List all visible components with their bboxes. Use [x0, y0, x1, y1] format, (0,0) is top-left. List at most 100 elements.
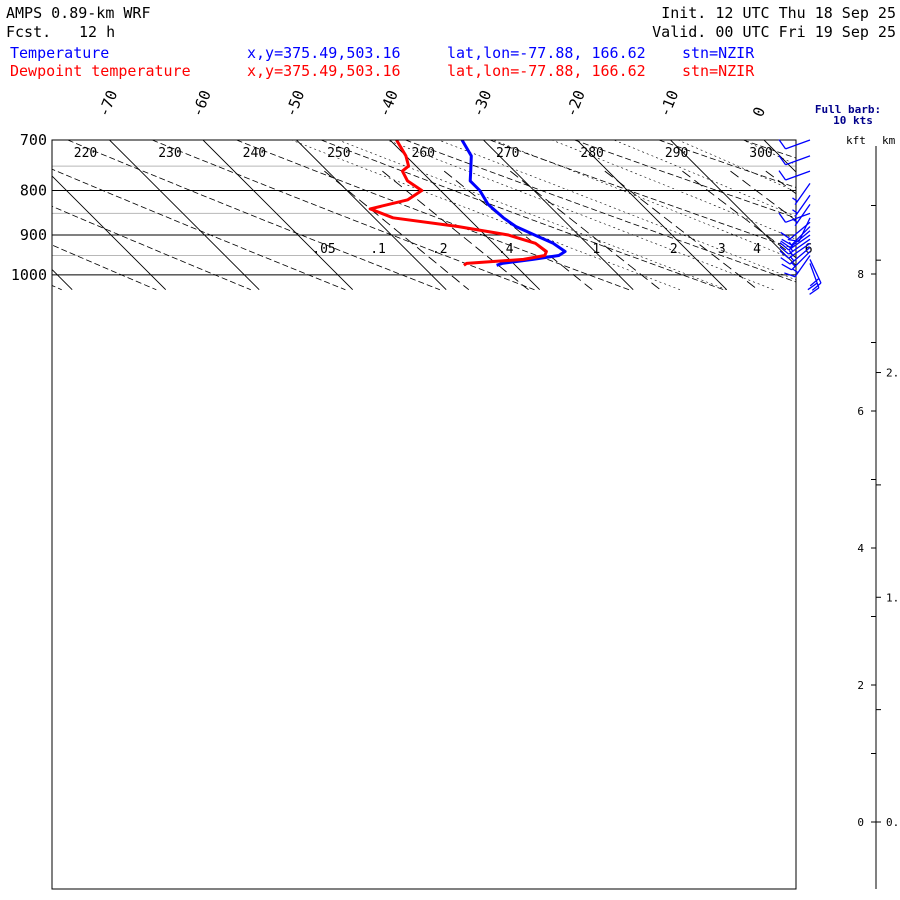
wind-barb-staff — [788, 238, 811, 255]
dry-adiabat-label: 230 — [158, 146, 181, 161]
wind-barb-half — [789, 255, 795, 262]
kft-tick-label: 0 — [857, 816, 864, 829]
kft-tick-label: 8 — [857, 268, 864, 281]
moist-adiabat — [493, 140, 796, 261]
wind-barb-full — [778, 139, 787, 150]
isotherm — [389, 140, 541, 291]
isotherm — [109, 140, 260, 291]
moist-adiabat — [438, 140, 796, 281]
wind-barb — [807, 263, 820, 295]
wind-barb — [779, 238, 811, 255]
moist-adiabat — [807, 140, 900, 290]
dry-adiabat-label: 220 — [74, 146, 97, 161]
isotherm — [296, 140, 447, 291]
wind-barb-staff — [798, 217, 811, 242]
moist-adiabat — [613, 140, 796, 217]
dry-adiabat — [152, 140, 535, 291]
wind-barb-full — [811, 282, 822, 291]
wind-barb — [781, 251, 811, 271]
wind-barb-full — [780, 231, 791, 240]
moist-adiabat — [551, 140, 796, 240]
wind-barb-half — [792, 197, 798, 202]
wind-barb-full — [779, 246, 790, 255]
mixing-ratio-label: .1 — [370, 242, 386, 257]
valid-time: Valid. 00 UTC Fri 19 Sep 25 — [652, 23, 896, 41]
dewpoint-profile — [368, 140, 548, 267]
dry-adiabat — [52, 205, 251, 291]
diagram-labels: .05 .1 .2 .4 1 2 3 4 6 220 230 240 250 260 270 280 290 30… — [11, 88, 813, 284]
isotherm — [763, 140, 796, 173]
km-tick-label: 1. — [886, 591, 899, 604]
kft-label: kft — [846, 134, 866, 147]
wind-barb — [780, 221, 811, 240]
dry-adiabat — [52, 168, 346, 291]
temperature-legend-xy: x,y=375.49,503.16 — [247, 44, 401, 62]
moist-adiabat — [386, 140, 774, 290]
temperature-axis-label: -30 — [469, 88, 496, 120]
dry-adiabat — [489, 140, 796, 250]
wind-barb-staff — [791, 226, 811, 246]
dry-adiabat-label: 260 — [412, 146, 435, 161]
wind-barb-full — [778, 155, 787, 166]
mixing-ratio-line — [324, 170, 470, 291]
forecast-label: Fcst. — [6, 23, 52, 41]
wind-barb-half — [788, 250, 794, 256]
wind-barb — [792, 194, 811, 217]
dry-adiabat-label: 250 — [327, 146, 350, 161]
sounding-profiles — [368, 140, 567, 267]
barb-legend-line1: Full barb: — [815, 103, 881, 116]
wind-barb — [778, 155, 811, 166]
temperature-axis-label: -60 — [188, 88, 215, 120]
wind-barb-full — [781, 263, 792, 271]
model-title: AMPS 0.89-km WRF — [6, 4, 151, 22]
dry-adiabat-label: 280 — [580, 146, 603, 161]
isotherm — [483, 140, 634, 291]
dry-adiabat — [320, 140, 724, 291]
wind-barb-full — [778, 170, 787, 181]
wind-barb-full — [779, 242, 790, 251]
temperature-axis-label: -20 — [562, 88, 589, 120]
wind-barb — [809, 259, 822, 291]
mixing-ratio-line — [382, 170, 529, 291]
dry-adiabat-label: 290 — [665, 146, 688, 161]
km-label: km — [882, 134, 896, 147]
height-axis: kft km 0 2 4 6 8 0. 1. 2. — [846, 134, 899, 889]
wind-barb-full — [807, 282, 818, 291]
mixing-ratio-label: 1 — [592, 242, 600, 257]
wind-barb-half — [792, 209, 798, 214]
mixing-ratio-label: .2 — [432, 242, 448, 257]
dewpoint-legend-latlon: lat,lon=-77.88, 166.62 — [447, 62, 646, 80]
wind-barb — [778, 212, 811, 223]
mixing-ratio-label: .05 — [312, 242, 335, 257]
mixing-ratio-label: 6 — [805, 242, 813, 257]
temperature-legend-station: stn=NZIR — [682, 44, 755, 62]
pressure-axis-label: 900 — [20, 226, 47, 244]
wind-barb-staff — [788, 234, 811, 251]
isotherm — [202, 140, 354, 291]
wind-barb-half — [788, 241, 794, 248]
wind-barb-staff — [785, 155, 811, 166]
temperature-legend-name: Temperature — [10, 44, 110, 62]
wind-barb-full — [809, 277, 820, 287]
wind-barb-staff — [785, 139, 811, 150]
wind-barb — [780, 230, 811, 249]
wind-barb-staff — [789, 246, 811, 265]
isotherm — [576, 140, 728, 291]
wind-barb-half — [788, 245, 794, 252]
temperature-profile — [460, 140, 567, 267]
moist-adiabat — [677, 140, 796, 193]
wind-barb-half — [792, 268, 799, 274]
wind-barb-full — [784, 272, 796, 278]
wind-barb-full — [779, 250, 790, 259]
forecast-hours: 12 h — [79, 23, 116, 41]
wind-barb-staff — [794, 255, 811, 278]
mixing-ratio-label: 3 — [718, 242, 726, 257]
wind-barb-staff — [788, 242, 811, 259]
mixing-ratio-line — [730, 170, 796, 222]
mixing-ratio-line — [604, 170, 759, 291]
dry-adiabat — [52, 244, 157, 291]
isotherm — [52, 175, 167, 291]
wind-barb — [792, 182, 811, 206]
temperature-axis-label: -40 — [375, 88, 402, 120]
mixing-ratio-line — [682, 170, 796, 259]
